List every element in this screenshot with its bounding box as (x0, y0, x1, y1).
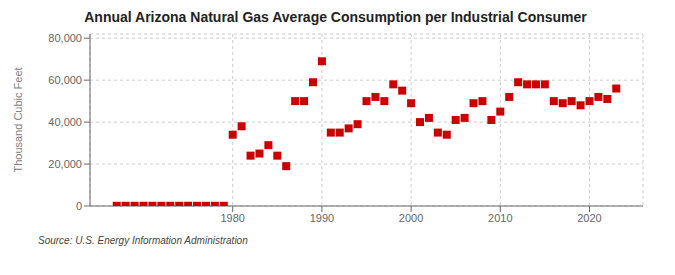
html-text:Source: U.S. Energy Informatio: Source: U.S. Energy Information Administ… (38, 235, 248, 246)
svg-text:Thousand Cubic Feet: Thousand Cubic Feet (12, 67, 24, 172)
svg-text:1990: 1990 (310, 212, 334, 224)
svg-text:1980: 1980 (220, 212, 244, 224)
svg-text:80,000: 80,000 (48, 32, 82, 44)
svg-text:0: 0 (76, 200, 82, 212)
svg-text:20,000: 20,000 (48, 158, 82, 170)
svg-text:2000: 2000 (399, 212, 423, 224)
svg-text:40,000: 40,000 (48, 116, 82, 128)
svg-text:60,000: 60,000 (48, 74, 82, 86)
svg-text:2010: 2010 (488, 212, 512, 224)
html-text:Annual Arizona Natural Gas Ave: Annual Arizona Natural Gas Average Consu… (84, 9, 587, 25)
svg-text:2020: 2020 (577, 212, 601, 224)
